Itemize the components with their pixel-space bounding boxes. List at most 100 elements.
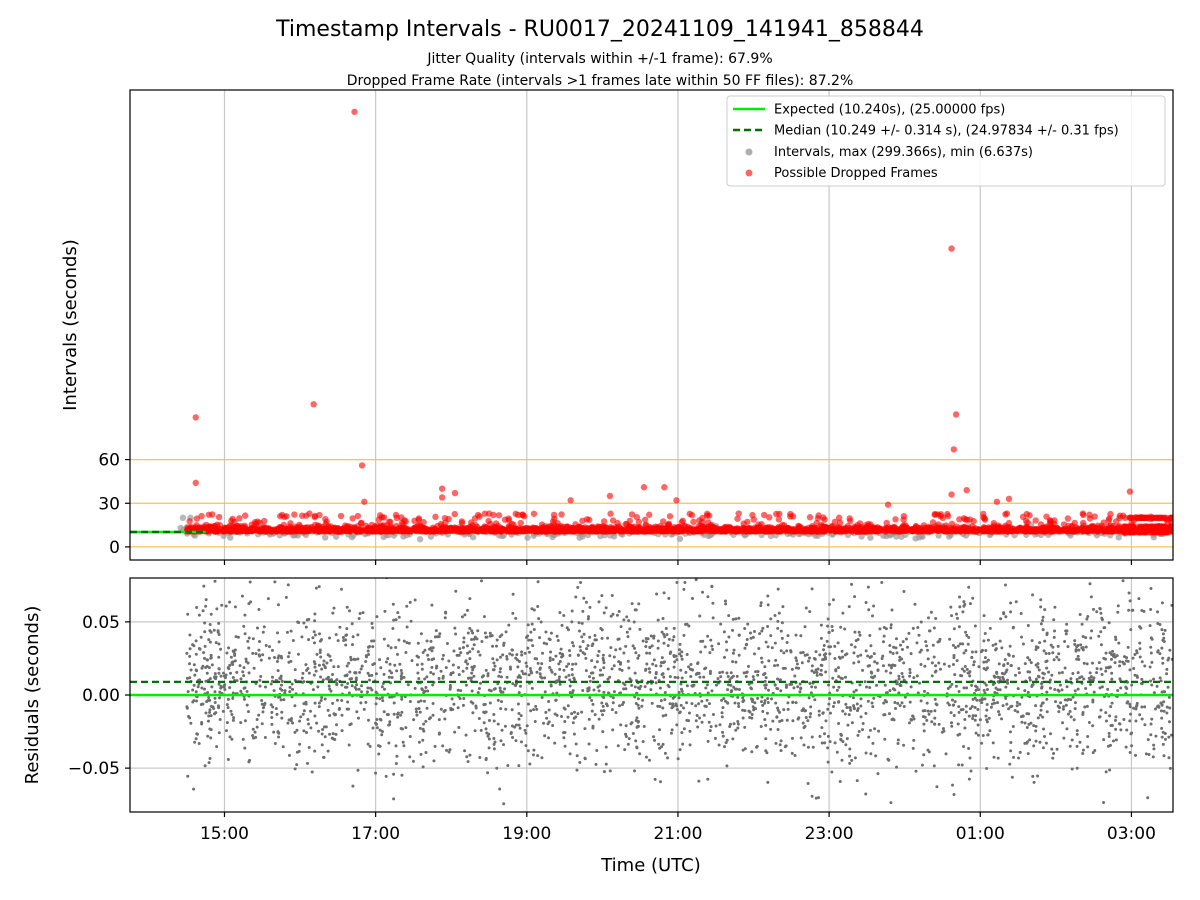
residual-point (766, 701, 770, 705)
residual-point (626, 742, 630, 746)
residual-point (242, 666, 246, 670)
residual-point (1069, 715, 1073, 719)
residual-point (726, 688, 730, 692)
residual-point (268, 645, 272, 649)
residual-point (837, 675, 841, 679)
residual-point (208, 708, 212, 712)
residual-point (1102, 738, 1106, 742)
residual-point (719, 675, 723, 679)
residual-point (542, 721, 546, 725)
residual-point (776, 677, 780, 681)
residual-point (673, 660, 677, 664)
residual-point (650, 644, 654, 648)
residual-point (593, 713, 597, 717)
residual-point (698, 716, 702, 720)
dropped-frame-point (1049, 528, 1056, 535)
residual-point (781, 605, 785, 609)
residual-point (1109, 705, 1113, 709)
dropped-frame-point (387, 518, 394, 526)
residual-point (1028, 658, 1032, 662)
residual-point (273, 742, 277, 746)
residual-point (558, 660, 562, 664)
dropped-frame-point (1034, 525, 1041, 533)
residual-point (528, 666, 532, 670)
dropped-frame-point (782, 527, 789, 534)
residual-point (478, 681, 482, 685)
residual-point (197, 682, 201, 686)
residual-point (988, 626, 992, 630)
residual-point (464, 733, 468, 737)
dropped-frame-point (541, 527, 548, 534)
residual-point (413, 686, 417, 690)
residual-point (400, 710, 404, 714)
residual-point (988, 729, 992, 733)
residual-point (971, 716, 975, 720)
residual-point (1008, 762, 1012, 766)
residual-point (625, 630, 629, 634)
residual-point (597, 600, 601, 604)
dropped-frame-point (607, 510, 614, 517)
residual-point (764, 737, 768, 741)
residual-point (766, 697, 770, 701)
residual-point (238, 664, 242, 668)
dropped-frame-point (891, 524, 899, 531)
residual-point (527, 650, 531, 654)
residual-point (1097, 634, 1101, 638)
residual-point (1019, 612, 1023, 616)
residual-point (902, 743, 906, 747)
residual-point (327, 678, 331, 682)
residual-point (1162, 754, 1166, 758)
residual-point (997, 713, 1001, 717)
residual-point (1026, 623, 1030, 627)
residual-point (980, 648, 984, 652)
residual-point (257, 648, 261, 652)
residual-point (843, 675, 847, 679)
residual-point (371, 726, 375, 730)
residual-point (364, 660, 368, 664)
residual-point (967, 714, 971, 718)
residual-point (241, 670, 245, 674)
residual-point (345, 664, 349, 668)
residual-point (429, 639, 433, 643)
residual-point (694, 704, 698, 708)
residual-point (459, 689, 463, 693)
residual-point (185, 651, 189, 655)
residual-point (893, 688, 897, 692)
residual-point (431, 683, 435, 687)
residual-point (332, 665, 336, 669)
residual-point (864, 711, 868, 715)
residual-point (1041, 746, 1045, 750)
chart-subtitle-jitter: Jitter Quality (intervals within +/-1 fr… (426, 51, 772, 67)
residual-point (991, 643, 995, 647)
residual-point (502, 802, 506, 806)
residual-point (1131, 656, 1135, 660)
dropped-frame-point (810, 526, 818, 533)
residual-point (213, 701, 217, 705)
dropped-frame-point (744, 518, 751, 526)
dropped-frame-point (1032, 517, 1039, 524)
residual-point (631, 644, 635, 648)
residual-point (1070, 738, 1074, 742)
residual-point (491, 657, 495, 661)
residual-point (760, 629, 764, 633)
residual-point (933, 670, 937, 674)
residual-point (952, 656, 956, 660)
residual-point (448, 748, 452, 752)
residual-point (230, 737, 234, 741)
residual-point (548, 666, 552, 670)
residual-point (930, 720, 934, 724)
residual-point (731, 628, 735, 632)
residual-point (472, 637, 476, 641)
residual-point (679, 682, 683, 686)
residual-point (1057, 652, 1061, 656)
residual-point (933, 709, 937, 713)
residual-point (226, 697, 230, 701)
residual-point (756, 673, 760, 677)
dropped-frame-point (1078, 526, 1085, 533)
residual-point (857, 660, 861, 664)
residual-point (374, 702, 378, 706)
residual-point (707, 720, 711, 724)
residual-point (835, 688, 839, 692)
residual-point (647, 667, 651, 671)
residual-point (1049, 732, 1053, 736)
